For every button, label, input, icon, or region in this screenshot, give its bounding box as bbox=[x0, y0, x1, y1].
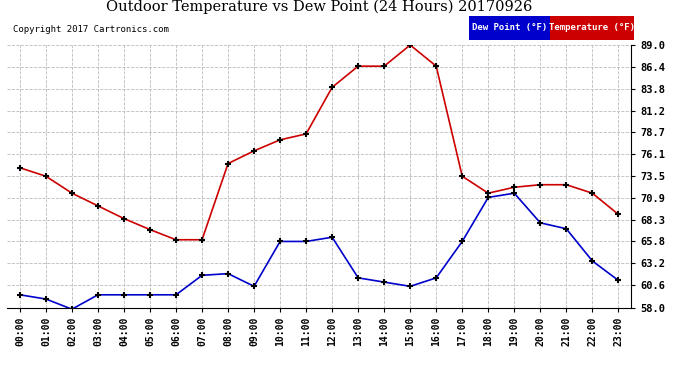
Title: Outdoor Temperature vs Dew Point (24 Hours) 20170926: Outdoor Temperature vs Dew Point (24 Hou… bbox=[106, 0, 532, 13]
Text: Copyright 2017 Cartronics.com: Copyright 2017 Cartronics.com bbox=[13, 26, 169, 34]
